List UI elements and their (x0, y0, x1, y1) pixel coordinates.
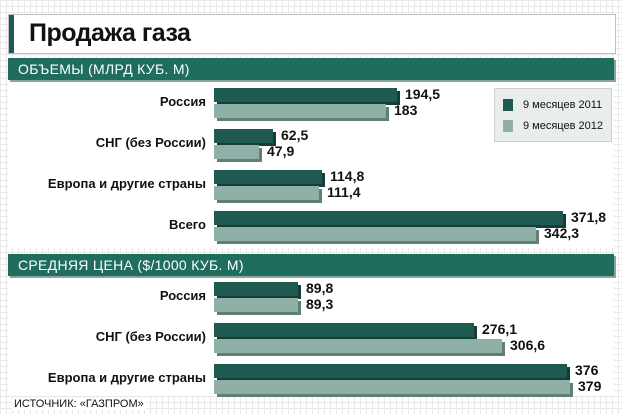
bar-2012 (214, 380, 573, 397)
bar-value-label: 47,9 (267, 143, 295, 159)
bar-2011 (214, 364, 570, 381)
bar-2011 (214, 170, 325, 187)
section-header-price: СРЕДНЯЯ ЦЕНА ($/1000 КУБ. М) (8, 254, 614, 276)
bar-2012 (214, 298, 301, 315)
legend-swatch-2012 (503, 120, 513, 132)
bar-2011 (214, 211, 566, 228)
category-label: Европа и другие страны (47, 176, 206, 191)
bar-2012 (214, 227, 539, 244)
bar-2011 (214, 129, 276, 146)
bar-value-label: 62,5 (281, 127, 309, 143)
bar-2011 (214, 282, 301, 299)
section-header-volumes: ОБЪЕМЫ (МЛРД КУБ. М) (8, 58, 614, 80)
legend-label-2011: 9 месяцев 2011 (523, 99, 603, 111)
category-label: Россия (159, 288, 206, 303)
title-box: Продажа газа (8, 14, 616, 54)
bar-value-label: 276,1 (482, 321, 518, 337)
section-title-price: СРЕДНЯЯ ЦЕНА ($/1000 КУБ. М) (18, 257, 244, 273)
bar-2012 (214, 145, 262, 162)
bar-value-label: 183 (394, 102, 418, 118)
category-label: Россия (159, 94, 206, 109)
chart-title: Продажа газа (29, 19, 191, 47)
bar-value-label: 89,8 (306, 280, 334, 296)
bar-2012 (214, 186, 322, 203)
bar-value-label: 89,3 (306, 296, 334, 312)
bar-value-label: 111,4 (327, 184, 361, 200)
category-label: СНГ (без России) (95, 135, 206, 150)
bar-value-label: 376 (575, 362, 599, 378)
bar-2012 (214, 104, 389, 121)
bar-value-label: 371,8 (571, 209, 607, 225)
title-accent (9, 15, 14, 53)
section-title-volumes: ОБЪЕМЫ (МЛРД КУБ. М) (18, 61, 190, 77)
bar-2012 (214, 339, 505, 356)
source-note: ИСТОЧНИК: «ГАЗПРОМ» (12, 398, 146, 410)
category-label: Европа и другие страны (47, 370, 206, 385)
bar-value-label: 342,3 (544, 225, 580, 241)
category-label: СНГ (без России) (95, 329, 206, 344)
bar-value-label: 194,5 (405, 86, 441, 102)
bar-value-label: 306,6 (510, 337, 546, 353)
legend-label-2012: 9 месяцев 2012 (523, 120, 603, 132)
category-label: Всего (168, 217, 206, 232)
legend-swatch-2011 (503, 99, 513, 111)
bar-2011 (214, 323, 477, 340)
legend: 9 месяцев 2011 9 месяцев 2012 (494, 88, 612, 142)
bar-value-label: 379 (578, 378, 602, 394)
bar-2011 (214, 88, 400, 105)
bar-value-label: 114,8 (330, 168, 365, 184)
